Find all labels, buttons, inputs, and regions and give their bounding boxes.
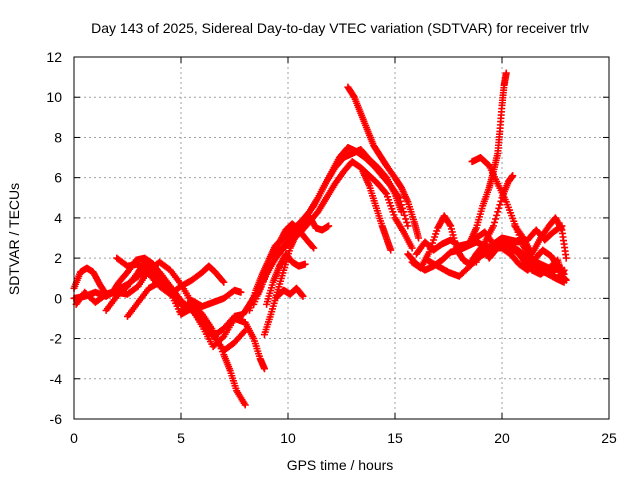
data-point <box>400 208 408 216</box>
data-point <box>220 278 228 286</box>
x-tick-label: 15 <box>387 430 403 446</box>
y-axis-label: SDTVAR / TECUs <box>6 183 22 295</box>
data-point <box>381 188 389 196</box>
data-point <box>415 234 423 242</box>
x-tick-label: 0 <box>70 430 78 446</box>
data-point <box>301 260 309 268</box>
series-track-24 <box>511 214 570 262</box>
data-point <box>394 192 402 200</box>
data-point <box>397 201 405 209</box>
y-tick-label: 0 <box>54 290 62 306</box>
data-point <box>491 218 499 226</box>
series-track-14 <box>273 284 307 300</box>
data-point <box>408 244 416 252</box>
data-point <box>497 197 505 205</box>
data-point <box>557 224 565 232</box>
data-point <box>492 215 500 223</box>
data-point <box>518 232 526 240</box>
series-track-12 <box>263 250 309 308</box>
y-tick-label: 8 <box>54 129 62 145</box>
y-tick-label: -2 <box>50 331 63 347</box>
data-point <box>401 211 409 219</box>
data-point <box>403 218 411 226</box>
data-point <box>325 222 333 230</box>
x-tick-label: 25 <box>601 430 617 446</box>
data-points <box>70 69 570 409</box>
y-tick-label: 2 <box>54 250 62 266</box>
series-track-13 <box>269 220 318 262</box>
data-point <box>398 204 406 212</box>
data-point <box>446 221 454 229</box>
y-tick-label: -6 <box>50 411 63 427</box>
data-point <box>489 222 497 230</box>
data-point <box>241 327 249 335</box>
data-point <box>562 276 570 284</box>
data-point <box>395 194 403 202</box>
data-point <box>240 328 248 336</box>
data-point <box>219 277 227 285</box>
data-point <box>387 246 395 254</box>
plot-frame <box>73 56 610 420</box>
data-point <box>309 203 317 211</box>
y-tick-label: 12 <box>46 49 62 65</box>
data-point <box>298 291 306 299</box>
data-point <box>299 292 307 300</box>
series-track-25 <box>519 256 570 284</box>
y-tick-label: 4 <box>54 210 62 226</box>
data-point <box>496 201 504 209</box>
data-point <box>396 197 404 205</box>
x-tick-label: 20 <box>494 430 510 446</box>
y-tick-label: 6 <box>54 170 62 186</box>
x-tick-label: 5 <box>177 430 185 446</box>
x-axis-label: GPS time / hours <box>287 457 394 473</box>
y-tick-label: 10 <box>46 89 62 105</box>
data-point <box>562 254 570 262</box>
series-track-7 <box>177 286 245 316</box>
data-point <box>218 334 226 342</box>
data-point <box>495 204 503 212</box>
series-track-23 <box>472 172 517 266</box>
data-point <box>493 211 501 219</box>
series-track-16 <box>359 168 395 254</box>
data-point <box>494 208 502 216</box>
chart-title: Day 143 of 2025, Sidereal Day-to-day VTE… <box>91 20 589 36</box>
series-track-21 <box>466 69 510 246</box>
series-track-15 <box>344 83 423 242</box>
data-point <box>509 172 517 180</box>
series-track-6 <box>124 278 260 341</box>
data-point <box>309 243 317 251</box>
data-point <box>502 69 510 77</box>
data-point <box>402 215 410 223</box>
data-point <box>241 401 249 409</box>
y-tick-label: -4 <box>50 371 63 387</box>
data-point <box>404 222 412 230</box>
data-point <box>260 365 268 373</box>
x-tick-label: 10 <box>280 430 296 446</box>
data-point <box>237 288 245 296</box>
data-point <box>310 244 318 252</box>
